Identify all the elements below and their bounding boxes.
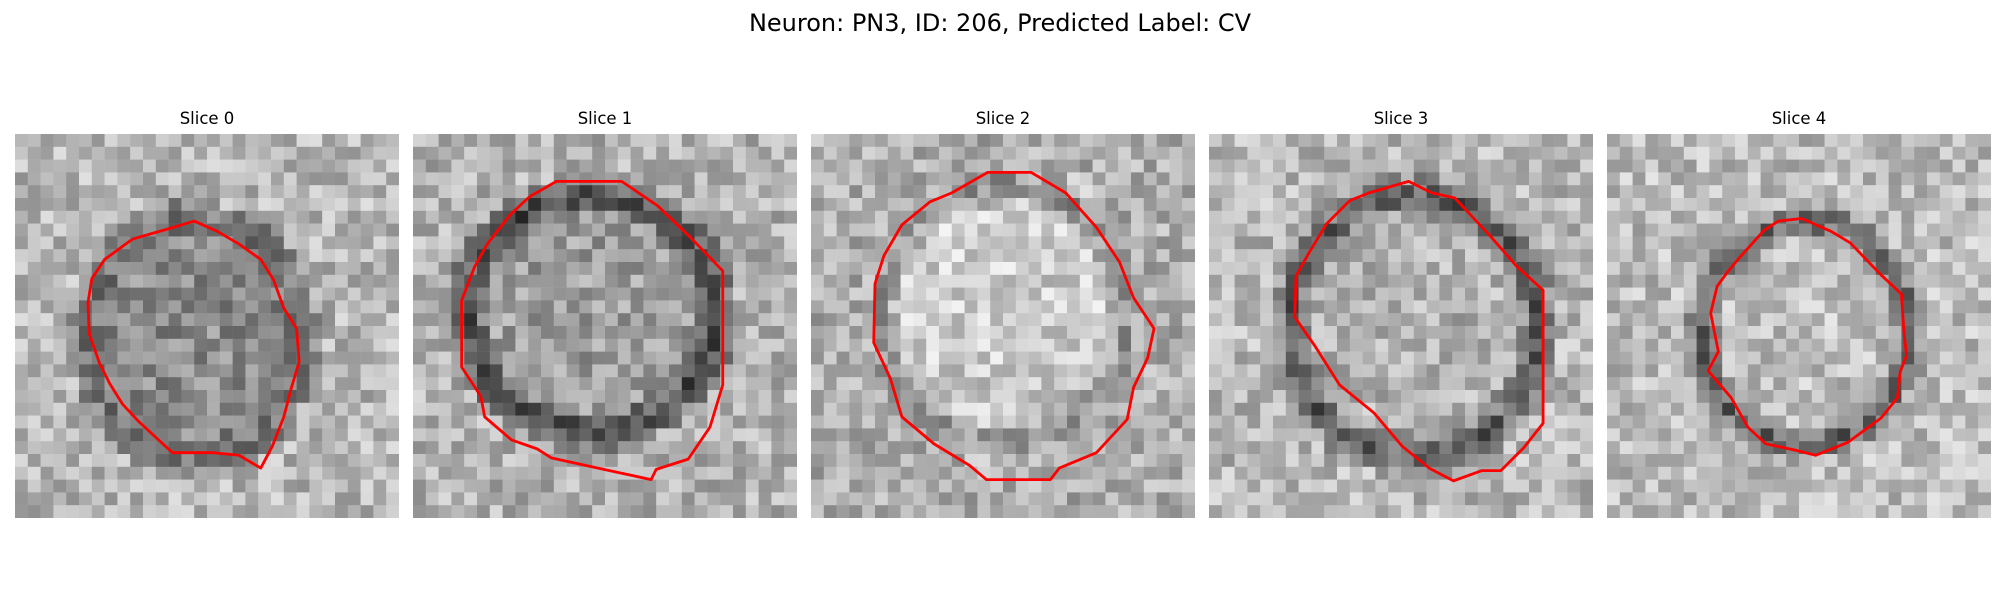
slice-title: Slice 0 (179, 109, 235, 128)
slice-panel-1: Slice 1 (413, 106, 797, 518)
slice-image (811, 134, 1195, 518)
figure-title: Neuron: PN3, ID: 206, Predicted Label: C… (748, 9, 1252, 37)
slice-image (1607, 134, 1991, 518)
slice-title: Slice 1 (577, 109, 633, 128)
grayscale-pixels (15, 134, 399, 518)
contour-outline (86, 219, 301, 470)
slice-title: Slice 4 (1771, 109, 1827, 128)
slice-panel-2: Slice 2 (811, 106, 1195, 518)
slice-image (15, 134, 399, 518)
grayscale-pixels (413, 134, 797, 518)
grayscale-pixels (1209, 134, 1593, 518)
slice-panel-0: Slice 0 (15, 106, 399, 518)
slice-panel-4: Slice 4 (1607, 106, 1991, 518)
slice-title: Slice 2 (975, 109, 1031, 128)
slice-image (1209, 134, 1593, 518)
contour-outline (872, 170, 1156, 482)
contour-outline (1706, 217, 1908, 457)
grayscale-pixels (811, 134, 1195, 518)
contour-outline (1293, 179, 1545, 483)
slice-title: Slice 3 (1373, 109, 1429, 128)
grayscale-pixels (1607, 134, 1991, 518)
slice-panel-3: Slice 3 (1209, 106, 1593, 518)
contour-outline (460, 179, 725, 482)
slice-image (413, 134, 797, 518)
